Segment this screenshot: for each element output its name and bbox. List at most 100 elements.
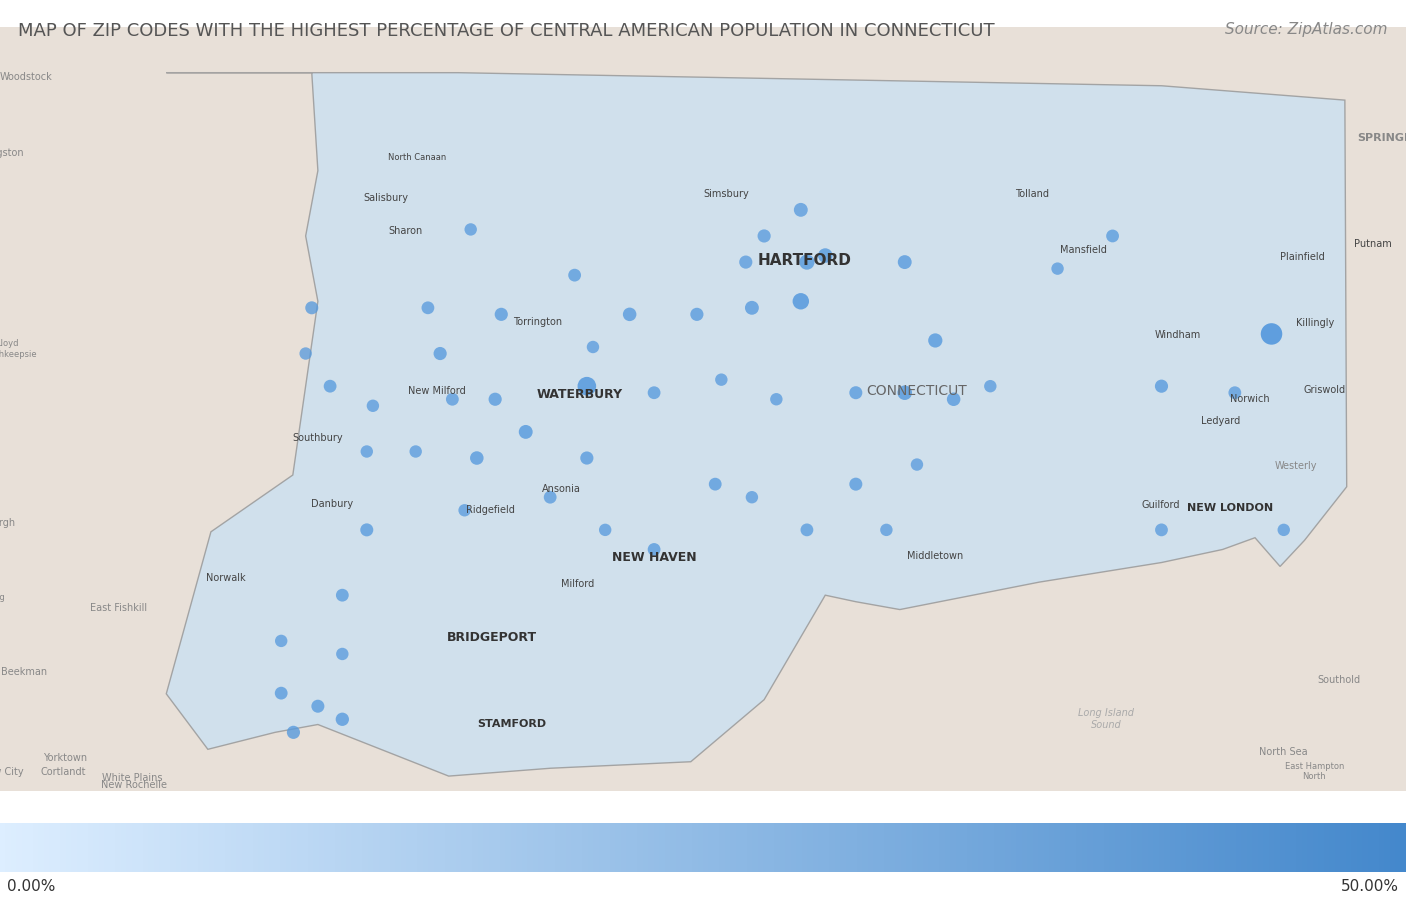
Text: Torrington: Torrington <box>513 316 562 326</box>
Text: Yorktown: Yorktown <box>44 753 87 763</box>
Text: Source: ZipAtlas.com: Source: ZipAtlas.com <box>1225 22 1388 38</box>
Text: WATERBURY: WATERBURY <box>537 387 623 401</box>
Point <box>575 379 598 394</box>
Point <box>301 300 323 315</box>
Text: New Rochelle: New Rochelle <box>101 779 167 789</box>
Text: Griswold: Griswold <box>1303 385 1346 395</box>
Text: NEW HAVEN: NEW HAVEN <box>613 551 697 564</box>
Point <box>741 300 763 315</box>
Point <box>643 386 665 400</box>
Text: Plainfield: Plainfield <box>1279 252 1324 262</box>
Point <box>484 392 506 406</box>
Point <box>790 294 813 308</box>
Text: Windham: Windham <box>1154 330 1201 340</box>
Text: Newburgh: Newburgh <box>0 519 15 529</box>
Point <box>924 334 946 348</box>
Point <box>441 392 464 406</box>
Text: BRIDGEPORT: BRIDGEPORT <box>447 631 537 645</box>
Point <box>790 202 813 217</box>
Point <box>307 699 329 714</box>
Text: East Fishkill: East Fishkill <box>90 602 148 612</box>
Point <box>416 300 439 315</box>
Point <box>905 458 928 472</box>
Point <box>1260 326 1282 341</box>
Text: SPRINGFIELD: SPRINGFIELD <box>1357 133 1406 143</box>
Point <box>752 228 775 243</box>
Point <box>765 392 787 406</box>
Point <box>942 392 965 406</box>
Point <box>356 522 378 537</box>
Point <box>330 712 353 726</box>
Text: Guilford: Guilford <box>1142 500 1180 510</box>
Text: Southold: Southold <box>1317 675 1361 685</box>
Text: Norwich: Norwich <box>1230 394 1270 404</box>
Text: Woodstock: Woodstock <box>0 72 52 83</box>
Point <box>643 542 665 556</box>
Text: NEW LONDON: NEW LONDON <box>1187 503 1272 513</box>
Point <box>361 398 384 413</box>
Text: Kingston: Kingston <box>0 148 24 158</box>
Point <box>330 646 353 661</box>
Point <box>619 307 641 322</box>
Point <box>593 522 616 537</box>
Point <box>893 255 915 270</box>
Text: HARTFORD: HARTFORD <box>758 253 852 268</box>
Text: Blooming
Grove: Blooming Grove <box>0 592 4 612</box>
Text: Ridgefield: Ridgefield <box>465 505 515 515</box>
Point <box>1150 522 1173 537</box>
Point <box>564 268 586 282</box>
Text: Ansonia: Ansonia <box>541 484 581 494</box>
Point <box>575 450 598 465</box>
Text: Killingly: Killingly <box>1296 318 1334 328</box>
Point <box>405 444 427 458</box>
Text: East Hampton
North: East Hampton North <box>1285 761 1344 781</box>
Point <box>491 307 513 322</box>
Point <box>796 255 818 270</box>
Point <box>283 725 305 740</box>
Point <box>1101 228 1123 243</box>
Text: 50.00%: 50.00% <box>1341 879 1399 895</box>
Point <box>845 386 868 400</box>
Point <box>979 379 1001 394</box>
Text: North Canaan: North Canaan <box>388 153 447 162</box>
Point <box>453 503 475 518</box>
Text: Long Island
Sound: Long Island Sound <box>1078 708 1135 730</box>
Point <box>270 686 292 700</box>
Text: Westerly: Westerly <box>1275 461 1317 471</box>
Text: Milford: Milford <box>561 579 595 589</box>
Point <box>1150 379 1173 394</box>
Point <box>686 307 709 322</box>
Point <box>796 522 818 537</box>
Point <box>294 346 316 360</box>
Point <box>845 477 868 492</box>
Polygon shape <box>166 73 1347 776</box>
Text: Tolland: Tolland <box>1015 189 1049 200</box>
Text: Ledyard: Ledyard <box>1201 416 1240 426</box>
Point <box>330 588 353 602</box>
Text: Southbury: Southbury <box>292 433 343 443</box>
Text: Norwalk: Norwalk <box>207 574 246 583</box>
Point <box>1046 262 1069 276</box>
Text: Salisbury: Salisbury <box>363 193 408 203</box>
Point <box>356 444 378 458</box>
Text: Beekman: Beekman <box>1 667 48 677</box>
Point <box>582 340 605 354</box>
Point <box>875 522 897 537</box>
Point <box>460 222 482 236</box>
Text: MAP OF ZIP CODES WITH THE HIGHEST PERCENTAGE OF CENTRAL AMERICAN POPULATION IN C: MAP OF ZIP CODES WITH THE HIGHEST PERCEN… <box>18 22 995 40</box>
Point <box>741 490 763 504</box>
Text: Mansfield: Mansfield <box>1060 245 1107 254</box>
Point <box>270 634 292 648</box>
Point <box>515 424 537 439</box>
Text: 0.00%: 0.00% <box>7 879 55 895</box>
Point <box>710 372 733 387</box>
Point <box>1272 522 1295 537</box>
Text: Sharon: Sharon <box>388 226 422 236</box>
Point <box>465 450 488 465</box>
Text: New City: New City <box>0 767 24 777</box>
Point <box>429 346 451 360</box>
Point <box>734 255 756 270</box>
Point <box>538 490 561 504</box>
Text: White Plains: White Plains <box>101 773 162 783</box>
Text: Middletown: Middletown <box>907 551 963 561</box>
